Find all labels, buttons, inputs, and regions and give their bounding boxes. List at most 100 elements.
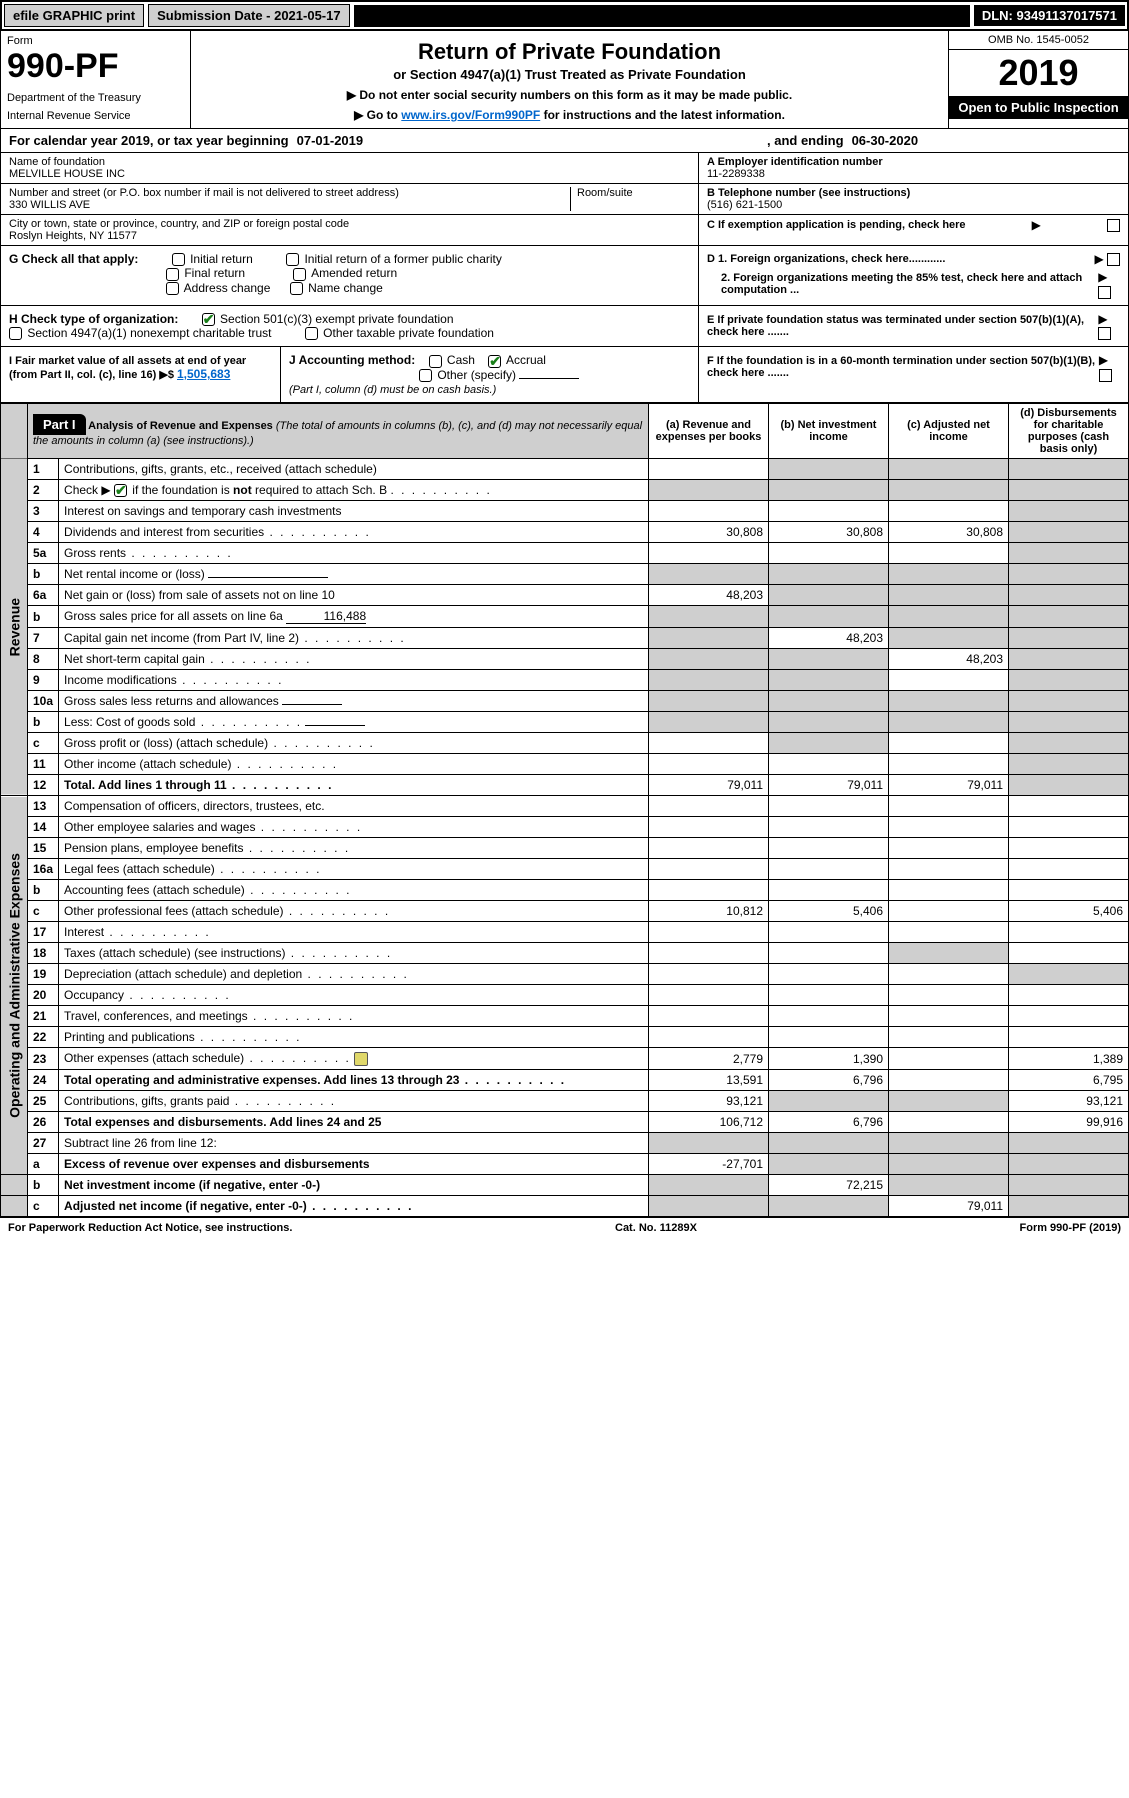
- addr-cell: Number and street (or P.O. box number if…: [1, 184, 698, 215]
- j-accrual-checkbox[interactable]: [488, 355, 501, 368]
- header-mid: Return of Private Foundation or Section …: [191, 31, 948, 128]
- table-row: c Other professional fees (attach schedu…: [1, 901, 1129, 922]
- row-label: Other professional fees (attach schedule…: [59, 901, 649, 922]
- row-num: 6a: [28, 585, 59, 606]
- row-label: Net investment income (if negative, ente…: [59, 1175, 649, 1196]
- table-row: a Excess of revenue over expenses and di…: [1, 1154, 1129, 1175]
- table-row: b Less: Cost of goods sold: [1, 712, 1129, 733]
- ein-value: 11-2289338: [707, 168, 1120, 180]
- row-num: 23: [28, 1048, 59, 1070]
- j-label: J Accounting method:: [289, 353, 415, 367]
- j-other-checkbox[interactable]: [419, 369, 432, 382]
- g-initial-return-checkbox[interactable]: [172, 253, 185, 266]
- i-j-f-row: I Fair market value of all assets at end…: [0, 347, 1129, 403]
- i-block: I Fair market value of all assets at end…: [1, 347, 281, 402]
- row-num: 27: [28, 1133, 59, 1154]
- entity-left: Name of foundation MELVILLE HOUSE INC Nu…: [1, 153, 698, 245]
- cell-value: 79,011: [769, 775, 889, 796]
- row-num: 4: [28, 522, 59, 543]
- inline-value: 116,488: [286, 609, 366, 624]
- i-value: 1,505,683: [177, 367, 230, 381]
- f-checkbox[interactable]: [1099, 369, 1112, 382]
- table-row: 20 Occupancy: [1, 985, 1129, 1006]
- row-num: 12: [28, 775, 59, 796]
- foundation-addr: 330 WILLIS AVE: [9, 199, 570, 211]
- entity-block: Name of foundation MELVILLE HOUSE INC Nu…: [0, 153, 1129, 246]
- header-left: Form 990-PF Department of the Treasury I…: [1, 31, 191, 128]
- row-label: Occupancy: [59, 985, 649, 1006]
- g-initial-former-checkbox[interactable]: [286, 253, 299, 266]
- h-other-checkbox[interactable]: [305, 327, 318, 340]
- table-row: 2 Check ▶ if the foundation is not requi…: [1, 479, 1129, 500]
- g-final-return-checkbox[interactable]: [166, 268, 179, 281]
- table-row: Revenue 1 Contributions, gifts, grants, …: [1, 458, 1129, 479]
- dept-treasury: Department of the Treasury: [7, 92, 184, 104]
- d1-checkbox[interactable]: [1107, 253, 1120, 266]
- g-amended-checkbox[interactable]: [293, 268, 306, 281]
- cell-value: 30,808: [889, 522, 1009, 543]
- schb-checkbox[interactable]: [114, 484, 127, 497]
- row-num: 8: [28, 649, 59, 670]
- part1-title: Analysis of Revenue and Expenses: [88, 420, 273, 432]
- f-block: F If the foundation is in a 60-month ter…: [698, 347, 1128, 402]
- j-cash-checkbox[interactable]: [429, 355, 442, 368]
- form-word: Form: [7, 35, 184, 47]
- h-501c3-checkbox[interactable]: [202, 313, 215, 326]
- e-checkbox[interactable]: [1098, 327, 1111, 340]
- table-row: b Net investment income (if negative, en…: [1, 1175, 1129, 1196]
- cal-mid: , and ending: [767, 133, 844, 148]
- j-cash: Cash: [447, 353, 475, 367]
- g-final-return: Final return: [184, 266, 245, 280]
- h-4947-checkbox[interactable]: [9, 327, 22, 340]
- efile-button[interactable]: efile GRAPHIC print: [4, 4, 144, 27]
- d2-checkbox[interactable]: [1098, 286, 1111, 299]
- row-label: Interest on savings and temporary cash i…: [59, 501, 649, 522]
- row-num: c: [28, 1196, 59, 1217]
- row-num: 11: [28, 754, 59, 775]
- footer-left: For Paperwork Reduction Act Notice, see …: [8, 1222, 292, 1234]
- attachment-icon[interactable]: [354, 1052, 368, 1066]
- part1-label: Part I: [33, 414, 86, 435]
- row-num: 25: [28, 1091, 59, 1112]
- row-label: Capital gain net income (from Part IV, l…: [59, 628, 649, 649]
- row-label: Travel, conferences, and meetings: [59, 1006, 649, 1027]
- j-other-line: [519, 378, 579, 379]
- g-address-change: Address change: [184, 281, 271, 295]
- table-row: 12 Total. Add lines 1 through 11 79,011 …: [1, 775, 1129, 796]
- cell-value: 106,712: [649, 1112, 769, 1133]
- g-d-row: G Check all that apply: Initial return I…: [0, 246, 1129, 306]
- g-address-change-checkbox[interactable]: [166, 282, 179, 295]
- revenue-side-label: Revenue: [1, 458, 28, 795]
- tel-cell: B Telephone number (see instructions) (5…: [699, 184, 1128, 215]
- pointer-icon: ▶: [1032, 218, 1041, 232]
- g-name-change-checkbox[interactable]: [290, 282, 303, 295]
- omb-number: OMB No. 1545-0052: [949, 31, 1128, 50]
- c-checkbox[interactable]: [1107, 219, 1120, 232]
- row-label: Income modifications: [59, 670, 649, 691]
- row-num: 15: [28, 838, 59, 859]
- cell-value: 6,796: [769, 1112, 889, 1133]
- row-label: Contributions, gifts, grants, etc., rece…: [59, 458, 649, 479]
- h-block: H Check type of organization: Section 50…: [1, 306, 698, 347]
- cell-value: 6,796: [769, 1070, 889, 1091]
- cell-value: 99,916: [1009, 1112, 1129, 1133]
- topbar-spacer: [354, 5, 970, 27]
- row-label: Total expenses and disbursements. Add li…: [59, 1112, 649, 1133]
- table-row: 17 Interest: [1, 922, 1129, 943]
- cell-value: 72,215: [769, 1175, 889, 1196]
- ein-cell: A Employer identification number 11-2289…: [699, 153, 1128, 184]
- g-label: G Check all that apply:: [9, 252, 138, 266]
- row-num: c: [28, 733, 59, 754]
- table-row: 18 Taxes (attach schedule) (see instruct…: [1, 943, 1129, 964]
- cal-label: For calendar year 2019, or tax year begi…: [9, 133, 289, 148]
- form990pf-link[interactable]: www.irs.gov/Form990PF: [401, 108, 540, 122]
- table-row: 11 Other income (attach schedule): [1, 754, 1129, 775]
- row-label: Other expenses (attach schedule): [59, 1048, 649, 1070]
- row-num: b: [28, 880, 59, 901]
- cell-value: 13,591: [649, 1070, 769, 1091]
- row-label: Check ▶ if the foundation is not require…: [59, 479, 649, 500]
- cell-value: 1,389: [1009, 1048, 1129, 1070]
- row-num: b: [28, 606, 59, 628]
- form-number: 990-PF: [7, 47, 184, 86]
- name-label: Name of foundation: [9, 156, 690, 168]
